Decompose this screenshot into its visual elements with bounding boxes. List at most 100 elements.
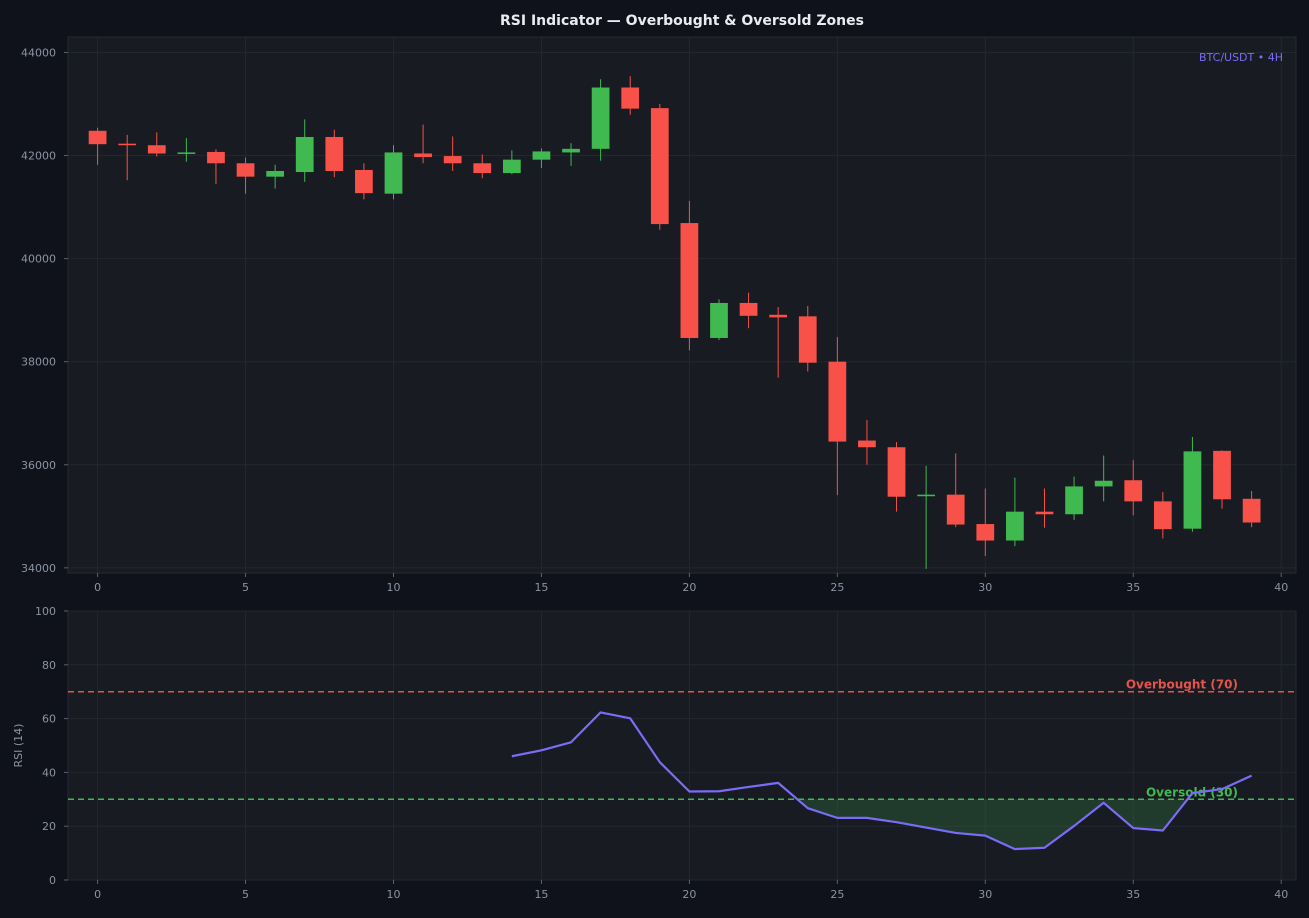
candle-4: [207, 149, 225, 184]
candle-body: [917, 494, 935, 497]
price-x-tick-label: 0: [94, 581, 101, 594]
candle-body: [532, 151, 551, 160]
candle-5: [236, 157, 255, 194]
rsi-x-tick-label: 40: [1274, 888, 1288, 901]
candle-18: [621, 76, 640, 115]
rsi-y-tick-label: 100: [35, 605, 56, 618]
candle-27: [887, 442, 906, 512]
price-x-tick-label: 35: [1126, 581, 1140, 594]
rsi-line: [511, 711, 1253, 851]
price-y-tick-label: 40000: [21, 253, 56, 266]
candle-body: [710, 302, 728, 338]
oversold-fill-area: [797, 799, 1188, 850]
candle-29: [946, 453, 965, 528]
pair-timeframe-annotation: BTC/USDT • 4H: [1199, 51, 1283, 64]
candle-body: [118, 143, 137, 146]
candle-body: [798, 316, 817, 363]
candle-37: [1183, 436, 1202, 532]
candle-body: [828, 361, 847, 442]
candle-9: [355, 163, 373, 200]
candle-15: [532, 148, 551, 168]
candle-body: [562, 148, 580, 153]
candle-body: [739, 302, 758, 316]
candle-26: [858, 419, 876, 465]
candle-21: [710, 299, 728, 341]
price-x-tick-label: 15: [534, 581, 548, 594]
candle-32: [1035, 488, 1054, 528]
price-y-tick-label: 42000: [21, 150, 56, 163]
candle-1: [118, 134, 137, 181]
rsi-y-tick-label: 40: [42, 766, 56, 779]
candle-body: [1153, 501, 1172, 530]
candle-body: [147, 145, 166, 154]
rsi-x-tick-label: 5: [242, 888, 249, 901]
candle-body: [502, 159, 521, 174]
price-x-tick-label: 25: [830, 581, 844, 594]
candle-body: [355, 169, 373, 194]
candle-35: [1124, 460, 1143, 516]
candle-body: [1124, 480, 1143, 502]
candle-body: [1035, 511, 1054, 515]
candle-body: [887, 447, 906, 497]
rsi-y-tick-label: 80: [42, 659, 56, 672]
candle-38: [1213, 450, 1231, 509]
candle-23: [769, 307, 788, 378]
candle-20: [680, 200, 699, 351]
rsi-x-tick-label: 30: [978, 888, 992, 901]
price-x-tick-label: 5: [242, 581, 249, 594]
candle-34: [1094, 455, 1113, 502]
rsi-y-tick-label: 20: [42, 820, 56, 833]
candle-body: [621, 87, 640, 109]
candle-body: [266, 171, 285, 177]
rsi-x-tick-label: 20: [682, 888, 696, 901]
candle-16: [562, 143, 580, 166]
rsi-x-tick-label: 0: [94, 888, 101, 901]
candle-body: [414, 153, 432, 158]
candle-body: [1242, 498, 1261, 523]
candle-body: [680, 223, 699, 338]
candle-body: [295, 136, 314, 173]
candle-body: [236, 163, 255, 177]
rsi-y-axis-label: RSI (14): [12, 724, 25, 768]
chart-title: RSI Indicator — Overbought & Oversold Zo…: [500, 13, 864, 29]
overbought-label: Overbought (70): [1126, 678, 1238, 692]
candle-body: [1065, 486, 1083, 515]
price-y-tick-label: 38000: [21, 356, 56, 369]
candle-body: [443, 156, 462, 164]
price-y-tick-label: 44000: [21, 46, 56, 59]
candle-body: [88, 130, 107, 145]
candle-22: [739, 292, 758, 329]
candle-24: [798, 306, 817, 372]
candle-17: [591, 79, 610, 161]
candle-body: [177, 152, 196, 154]
candle-body: [325, 136, 344, 171]
price-x-tick-label: 40: [1274, 581, 1288, 594]
candle-body: [384, 152, 403, 194]
candle-body: [473, 163, 492, 174]
rsi-plot-area: [67, 610, 1297, 881]
rsi-y-tick-label: 0: [49, 874, 56, 887]
candle-14: [502, 150, 521, 175]
price-x-tick-label: 10: [386, 581, 400, 594]
candle-body: [207, 151, 225, 164]
rsi-x-tick-label: 15: [534, 888, 548, 901]
candle-body: [1183, 451, 1202, 529]
candle-11: [414, 124, 432, 164]
candle-2: [147, 132, 166, 157]
candle-3: [177, 138, 196, 162]
candle-39: [1242, 491, 1261, 528]
candle-33: [1065, 476, 1083, 520]
candle-body: [1006, 511, 1024, 541]
candle-body: [1213, 450, 1231, 500]
candle-body: [650, 108, 669, 225]
candle-31: [1006, 477, 1024, 547]
rsi-x-tick-label: 10: [386, 888, 400, 901]
price-y-tick-label: 34000: [21, 562, 56, 575]
candle-28: [917, 465, 935, 569]
candle-body: [591, 87, 610, 149]
candle-body: [769, 314, 788, 318]
price-x-tick-label: 30: [978, 581, 992, 594]
candle-25: [828, 336, 847, 496]
